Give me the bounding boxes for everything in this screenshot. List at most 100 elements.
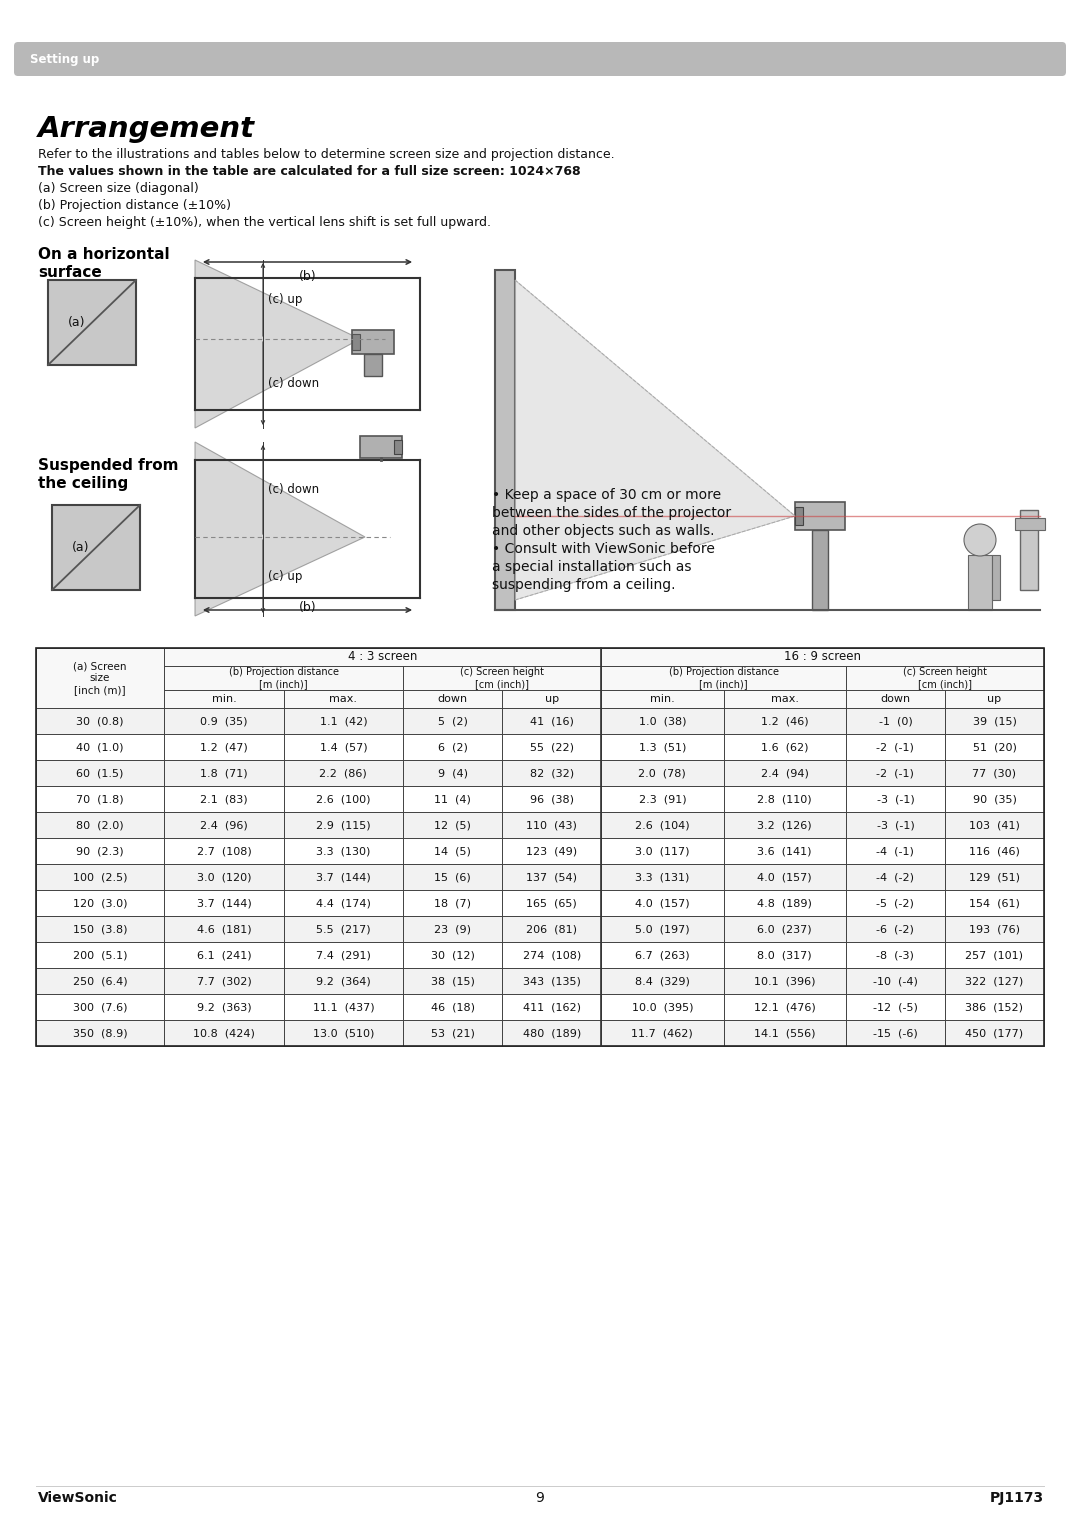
Text: -6  (-2): -6 (-2) bbox=[877, 924, 915, 935]
Bar bbox=[502, 689, 602, 708]
Text: -4  (-2): -4 (-2) bbox=[877, 872, 915, 882]
Text: 300  (7.6): 300 (7.6) bbox=[72, 1002, 127, 1013]
Text: -12  (-5): -12 (-5) bbox=[873, 1002, 918, 1013]
Text: 3.6  (141): 3.6 (141) bbox=[757, 846, 812, 856]
Text: 411  (162): 411 (162) bbox=[523, 1002, 581, 1013]
Bar bbox=[48, 280, 136, 365]
Bar bbox=[364, 354, 382, 375]
Text: 14  (5): 14 (5) bbox=[434, 846, 471, 856]
Bar bbox=[724, 968, 846, 994]
Text: -8  (-3): -8 (-3) bbox=[877, 950, 915, 961]
Text: 3.2  (126): 3.2 (126) bbox=[757, 820, 812, 830]
Bar bbox=[502, 786, 602, 812]
Bar bbox=[846, 812, 945, 838]
Text: Setting up: Setting up bbox=[30, 52, 99, 66]
Text: 5.0  (197): 5.0 (197) bbox=[635, 924, 690, 935]
Text: -5  (-2): -5 (-2) bbox=[877, 898, 915, 908]
Bar bbox=[36, 648, 164, 708]
Bar bbox=[36, 812, 164, 838]
Bar bbox=[164, 786, 284, 812]
Bar bbox=[403, 890, 502, 916]
Bar bbox=[502, 864, 602, 890]
Bar bbox=[36, 864, 164, 890]
Bar bbox=[724, 864, 846, 890]
Bar bbox=[284, 1020, 403, 1046]
Text: 40  (1.0): 40 (1.0) bbox=[77, 741, 124, 752]
Bar bbox=[164, 916, 284, 942]
Bar bbox=[846, 734, 945, 760]
Text: 343  (135): 343 (135) bbox=[523, 976, 581, 987]
Text: 154  (61): 154 (61) bbox=[969, 898, 1020, 908]
Text: the ceiling: the ceiling bbox=[38, 476, 129, 490]
Text: 90  (2.3): 90 (2.3) bbox=[77, 846, 124, 856]
Bar bbox=[602, 708, 724, 734]
Bar bbox=[602, 968, 724, 994]
Bar bbox=[164, 994, 284, 1020]
Text: (a): (a) bbox=[68, 316, 85, 329]
Bar bbox=[795, 507, 804, 525]
Text: 5.5  (217): 5.5 (217) bbox=[316, 924, 370, 935]
Bar bbox=[403, 916, 502, 942]
Text: -2  (-1): -2 (-1) bbox=[877, 768, 915, 778]
Bar bbox=[164, 812, 284, 838]
Bar bbox=[502, 968, 602, 994]
Bar bbox=[36, 968, 164, 994]
Text: 6.0  (237): 6.0 (237) bbox=[757, 924, 812, 935]
Bar bbox=[284, 812, 403, 838]
Text: 9.2  (364): 9.2 (364) bbox=[316, 976, 370, 987]
Bar bbox=[164, 648, 602, 666]
Bar bbox=[284, 838, 403, 864]
Bar bbox=[945, 890, 1044, 916]
Text: Arrangement: Arrangement bbox=[38, 115, 255, 142]
Text: -2  (-1): -2 (-1) bbox=[877, 741, 915, 752]
Bar bbox=[602, 760, 724, 786]
Text: 13.0  (510): 13.0 (510) bbox=[313, 1028, 374, 1039]
Bar bbox=[945, 968, 1044, 994]
Text: 41  (16): 41 (16) bbox=[529, 715, 573, 726]
Bar bbox=[284, 994, 403, 1020]
Text: 77  (30): 77 (30) bbox=[972, 768, 1016, 778]
Text: 4.8  (189): 4.8 (189) bbox=[757, 898, 812, 908]
Bar bbox=[36, 786, 164, 812]
Text: 3.3  (130): 3.3 (130) bbox=[316, 846, 370, 856]
Bar bbox=[945, 838, 1044, 864]
Bar bbox=[602, 666, 846, 689]
Bar bbox=[602, 786, 724, 812]
Text: 2.6  (100): 2.6 (100) bbox=[316, 794, 370, 804]
Bar bbox=[36, 916, 164, 942]
Text: -15  (-6): -15 (-6) bbox=[873, 1028, 918, 1039]
Text: 1.8  (71): 1.8 (71) bbox=[200, 768, 247, 778]
Text: down: down bbox=[880, 694, 910, 705]
Text: 55  (22): 55 (22) bbox=[529, 741, 573, 752]
Bar bbox=[724, 708, 846, 734]
Bar bbox=[403, 734, 502, 760]
Bar bbox=[502, 1020, 602, 1046]
Bar bbox=[284, 864, 403, 890]
FancyBboxPatch shape bbox=[14, 41, 1066, 77]
Bar bbox=[968, 555, 993, 610]
Bar bbox=[403, 942, 502, 968]
Text: 9: 9 bbox=[536, 1491, 544, 1504]
Text: (a) Screen
size
[inch (m)]: (a) Screen size [inch (m)] bbox=[73, 662, 126, 694]
Bar bbox=[403, 760, 502, 786]
Bar bbox=[945, 812, 1044, 838]
Text: (b): (b) bbox=[299, 270, 316, 283]
Bar bbox=[403, 689, 502, 708]
Bar bbox=[846, 890, 945, 916]
Bar bbox=[724, 734, 846, 760]
Bar bbox=[164, 734, 284, 760]
Bar bbox=[724, 890, 846, 916]
Text: 9.2  (363): 9.2 (363) bbox=[197, 1002, 252, 1013]
Bar bbox=[724, 942, 846, 968]
Text: 2.4  (94): 2.4 (94) bbox=[760, 768, 809, 778]
Text: 129  (51): 129 (51) bbox=[969, 872, 1020, 882]
Text: 1.6  (62): 1.6 (62) bbox=[761, 741, 809, 752]
Bar bbox=[164, 666, 403, 689]
Bar bbox=[945, 708, 1044, 734]
Bar bbox=[602, 864, 724, 890]
Bar bbox=[403, 786, 502, 812]
Text: 1.2  (47): 1.2 (47) bbox=[200, 741, 247, 752]
Text: 23  (9): 23 (9) bbox=[434, 924, 471, 935]
Text: (b): (b) bbox=[299, 601, 316, 614]
Text: The values shown in the table are calculated for a full size screen: 1024×768: The values shown in the table are calcul… bbox=[38, 165, 581, 178]
